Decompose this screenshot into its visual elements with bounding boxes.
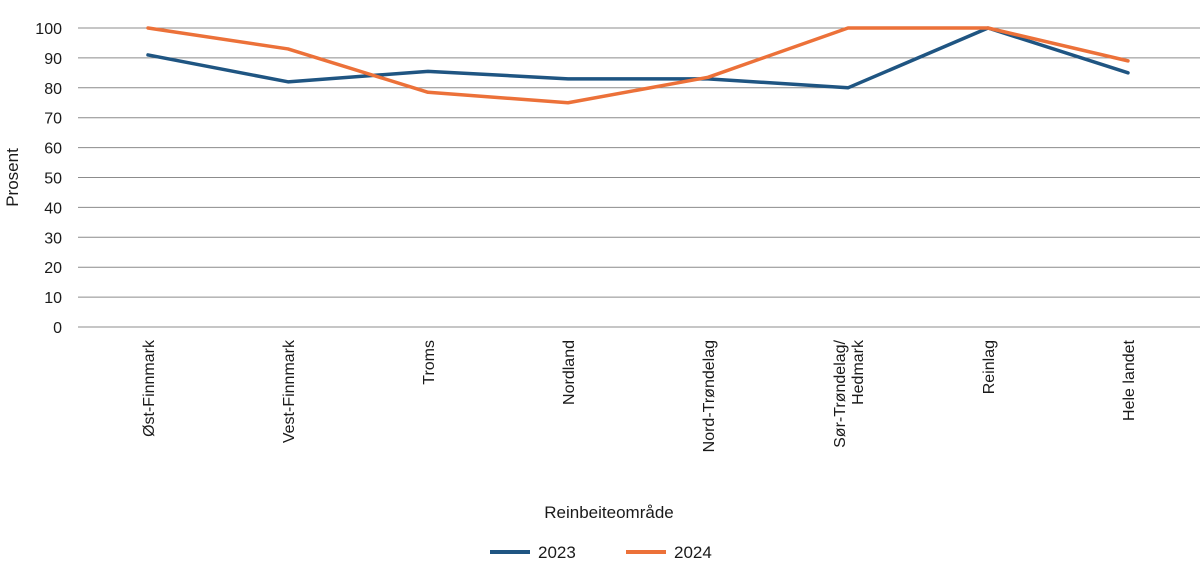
x-tick-label-line: Nordland	[561, 340, 578, 405]
y-tick-label-80: 80	[44, 81, 62, 98]
y-tick-label-20: 20	[44, 260, 62, 277]
y-tick-label-70: 70	[44, 111, 62, 128]
x-tick-label-2: Troms	[421, 340, 438, 385]
legend-label-2023: 2023	[538, 543, 576, 562]
x-tick-label-line: Sør-Trøndelag/	[832, 339, 849, 447]
x-tick-label-line: Reinlag	[981, 340, 998, 394]
legend-label-2024: 2024	[674, 543, 712, 562]
y-tick-label-100: 100	[35, 21, 62, 38]
x-tick-label-6: Reinlag	[981, 340, 998, 394]
y-tick-label-40: 40	[44, 200, 62, 217]
legend: 2023 2024	[490, 543, 712, 562]
series-line-2023	[146, 26, 1130, 90]
x-tick-label-line: Hedmark	[850, 339, 867, 405]
x-tick-label-4: Nord-Trøndelag	[701, 340, 718, 452]
series-lines	[146, 26, 1130, 105]
x-tick-label-1: Vest-Finnmark	[281, 339, 298, 443]
x-tick-label-line: Hele landet	[1121, 339, 1138, 421]
x-axis-ticks: Øst-Finnmark Vest-Finnmark Troms Nordland No…	[141, 339, 1138, 452]
x-tick-label-line: Øst-Finnmark	[141, 339, 158, 437]
y-tick-label-50: 50	[44, 171, 62, 188]
y-tick-label-60: 60	[44, 141, 62, 158]
x-tick-label-line: Vest-Finnmark	[281, 339, 298, 443]
x-tick-label-line: Troms	[421, 340, 438, 385]
x-tick-label-line: Nord-Trøndelag	[701, 340, 718, 452]
y-tick-label-10: 10	[44, 290, 62, 307]
x-axis-title: Reinbeiteområde	[544, 503, 673, 522]
x-tick-label-0: Øst-Finnmark	[141, 339, 158, 437]
x-tick-label-3: Nordland	[561, 340, 578, 405]
y-axis-ticks: 0 10 20 30 40 50 60 70 80 90 100	[35, 21, 62, 337]
y-tick-label-90: 90	[44, 51, 62, 68]
y-tick-label-30: 30	[44, 230, 62, 247]
gridlines	[78, 27, 1200, 328]
y-axis-title: Prosent	[3, 148, 22, 207]
series-line-2024	[146, 26, 1130, 105]
y-tick-label-0: 0	[53, 320, 62, 337]
x-tick-label-7: Hele landet	[1121, 339, 1138, 421]
x-tick-label-5: Sør-Trøndelag/Hedmark	[832, 339, 867, 448]
